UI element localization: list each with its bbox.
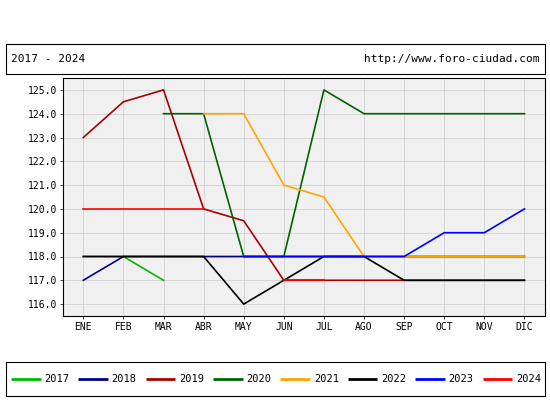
Text: Evolucion num de emigrantes en El Gastor: Evolucion num de emigrantes en El Gastor — [100, 13, 450, 29]
Text: 2017 - 2024: 2017 - 2024 — [11, 54, 85, 64]
Text: 2023: 2023 — [449, 374, 474, 384]
Text: 2019: 2019 — [179, 374, 204, 384]
Text: 2020: 2020 — [246, 374, 272, 384]
Text: 2024: 2024 — [516, 374, 541, 384]
Text: 2021: 2021 — [314, 374, 339, 384]
Text: http://www.foro-ciudad.com: http://www.foro-ciudad.com — [364, 54, 539, 64]
Text: 2022: 2022 — [381, 374, 406, 384]
Text: 2017: 2017 — [45, 374, 69, 384]
Text: 2018: 2018 — [112, 374, 137, 384]
